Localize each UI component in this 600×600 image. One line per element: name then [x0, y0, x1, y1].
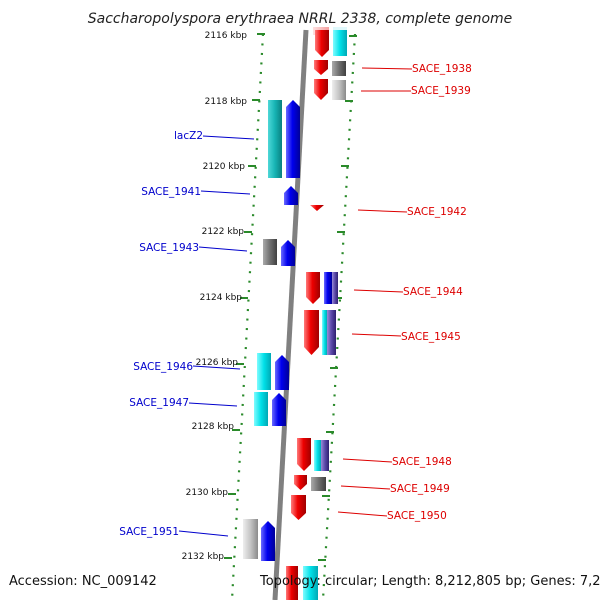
gene-label-SACE_1938[interactable]: SACE_1938	[412, 63, 472, 75]
gene-arrow-SACE_1947	[272, 393, 286, 426]
gene-arrow-SACE_1943	[281, 240, 295, 266]
gene-arrow-SACE_1941	[284, 186, 298, 205]
cds-feature	[321, 440, 329, 471]
cds-feature	[303, 566, 318, 600]
misc-feature	[243, 519, 258, 559]
accession-text: Accession: NC_009142	[9, 574, 157, 589]
gene-arrow-SACE_1946	[275, 355, 289, 390]
gene-arrow-SACE_1948	[297, 438, 311, 471]
cds-feature	[324, 272, 332, 304]
gene-arrow-lacZ2	[286, 100, 300, 178]
kbp-label: 2132 kbp	[182, 552, 225, 562]
cds-feature	[322, 310, 327, 355]
gene-arrow	[286, 566, 298, 600]
gene-label-SACE_1947[interactable]: SACE_1947	[129, 397, 189, 409]
topology-text: Topology: circular; Length: 8,212,805 bp…	[260, 574, 600, 589]
cds-feature	[314, 440, 321, 471]
gene-arrow-SACE_1949	[294, 475, 307, 490]
map-title: Saccharopolyspora erythraea NRRL 2338, c…	[88, 11, 513, 27]
reverse-features	[286, 30, 347, 600]
gene-label-SACE_1944[interactable]: SACE_1944	[403, 286, 463, 298]
gene-label-SACE_1945[interactable]: SACE_1945	[401, 331, 461, 343]
cds-feature	[327, 310, 336, 355]
genome-backbone	[272, 29, 309, 600]
gene-arrow-SACE_1944	[306, 272, 320, 304]
kbp-label: 2120 kbp	[203, 162, 246, 172]
cds-feature	[268, 100, 282, 178]
gene-label-SACE_1942[interactable]: SACE_1942	[407, 206, 467, 218]
gene-label-SACE_1946[interactable]: SACE_1946	[133, 361, 193, 373]
misc-feature	[263, 239, 277, 265]
gene-label-SACE_1943[interactable]: SACE_1943	[139, 242, 199, 254]
cds-feature	[254, 392, 268, 426]
gene-label-SACE_1949[interactable]: SACE_1949	[390, 483, 450, 495]
kbp-label: 2130 kbp	[186, 488, 229, 498]
gene-arrow-SACE_1950	[291, 495, 306, 520]
misc-feature	[332, 61, 346, 76]
gene-label-SACE_1950[interactable]: SACE_1950	[387, 510, 447, 522]
gene-label-SACE_1941[interactable]: SACE_1941	[141, 186, 201, 198]
gene-label-SACE_1939[interactable]: SACE_1939	[411, 85, 471, 97]
gene-label-SACE_1951[interactable]: SACE_1951	[119, 526, 179, 538]
kbp-label: 2122 kbp	[202, 227, 245, 237]
kbp-labels: 2116 kbp 2118 kbp 2120 kbp 2122 kbp 2124…	[182, 31, 248, 562]
kbp-label: 2128 kbp	[192, 422, 235, 432]
gene-arrow-SACE_1938	[314, 60, 328, 75]
gene-arrow-SACE_1945	[304, 310, 319, 355]
gene-arrow-SACE_1942	[310, 205, 324, 211]
cds-feature	[333, 30, 347, 56]
gene-label-SACE_1948[interactable]: SACE_1948	[392, 456, 452, 468]
forward-track-dots	[230, 33, 265, 600]
kbp-label: 2118 kbp	[205, 97, 248, 107]
gene-arrow	[315, 30, 329, 57]
kbp-label: 2126 kbp	[196, 358, 239, 368]
gene-arrow-SACE_1939	[314, 79, 328, 100]
kbp-label: 2116 kbp	[205, 31, 248, 41]
misc-feature	[311, 477, 326, 491]
forward-gene-labels	[178, 135, 255, 537]
gene-label-lacZ2[interactable]: lacZ2	[174, 130, 203, 142]
forward-features	[243, 100, 300, 561]
reverse-gene-labels	[337, 67, 413, 517]
cds-feature	[332, 272, 338, 304]
kbp-label: 2124 kbp	[200, 293, 243, 303]
gene-arrow-SACE_1951	[261, 521, 275, 561]
cds-feature	[257, 353, 271, 390]
misc-feature	[332, 80, 346, 100]
